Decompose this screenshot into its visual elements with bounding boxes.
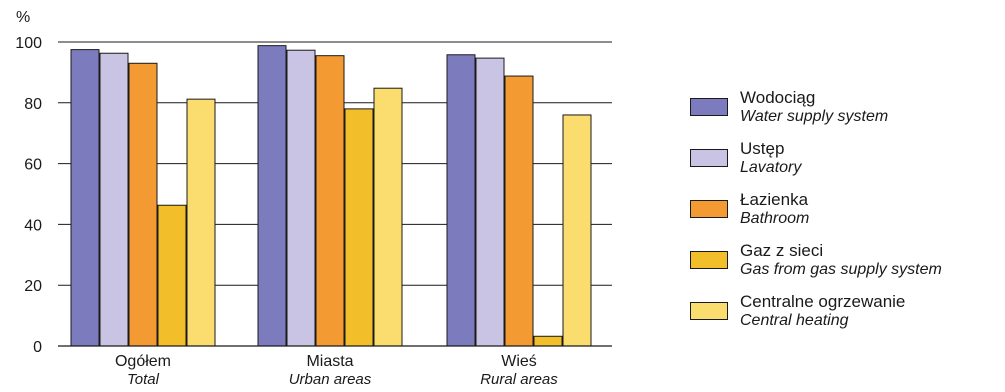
x-category-label-en: Urban areas (289, 371, 372, 388)
legend-swatch (690, 251, 728, 269)
y-axis-ticks: 0 20 40 60 80 100 (15, 35, 42, 356)
legend-item: Wodociąg Water supply system (690, 88, 1002, 139)
bar (344, 108, 374, 347)
legend-item: Łazienka Bathroom (690, 190, 1002, 241)
legend-swatch (690, 302, 728, 320)
bar (186, 98, 216, 347)
x-category-label-en: Total (127, 371, 160, 388)
y-axis-unit-label: % (16, 9, 30, 26)
y-tick-label: 40 (24, 217, 42, 234)
bar (257, 45, 287, 347)
legend-label-en: Lavatory (740, 159, 802, 176)
x-category-label: Miasta (306, 353, 353, 370)
legend-item: Ustęp Lavatory (690, 139, 1002, 190)
y-tick-label: 60 (24, 157, 42, 174)
x-category-label: Ogółem (115, 353, 171, 370)
legend-label: Łazienka (740, 190, 809, 209)
legend-label: Wodociąg (740, 88, 816, 107)
legend-swatch (690, 149, 728, 167)
y-tick-label: 0 (33, 339, 42, 356)
legend-label-en: Water supply system (740, 108, 889, 125)
bar (128, 62, 158, 347)
legend-label: Ustęp (740, 139, 785, 158)
bars (70, 45, 592, 347)
legend-label: Centralne ogrzewanie (740, 292, 906, 311)
bar (533, 335, 563, 347)
legend-label: Gaz z sieci (740, 241, 824, 260)
bar (157, 204, 187, 347)
legend-swatch (690, 98, 728, 116)
x-category-label: Wieś (501, 353, 537, 370)
legend-label-en: Gas from gas supply system (740, 261, 942, 278)
y-tick-label: 100 (15, 35, 42, 52)
bar (562, 114, 592, 347)
legend-label-en: Central heating (740, 312, 849, 329)
bar (315, 55, 345, 347)
bar (446, 54, 476, 347)
bar (99, 52, 129, 347)
bar (70, 49, 100, 347)
legend-item: Centralne ogrzewanie Central heating (690, 292, 1002, 343)
bar (286, 49, 316, 347)
legend-item: Gaz z sieci Gas from gas supply system (690, 241, 1002, 292)
legend-swatch (690, 200, 728, 218)
y-tick-label: 20 (24, 278, 42, 295)
x-category-label-en: Rural areas (480, 371, 558, 388)
bar (504, 75, 534, 347)
legend: Wodociąg Water supply system Ustęp Lavatory… (690, 88, 1002, 343)
legend-label-en: Bathroom (740, 210, 810, 227)
bar (475, 57, 505, 347)
bar (373, 87, 403, 347)
y-tick-label: 80 (24, 96, 42, 113)
